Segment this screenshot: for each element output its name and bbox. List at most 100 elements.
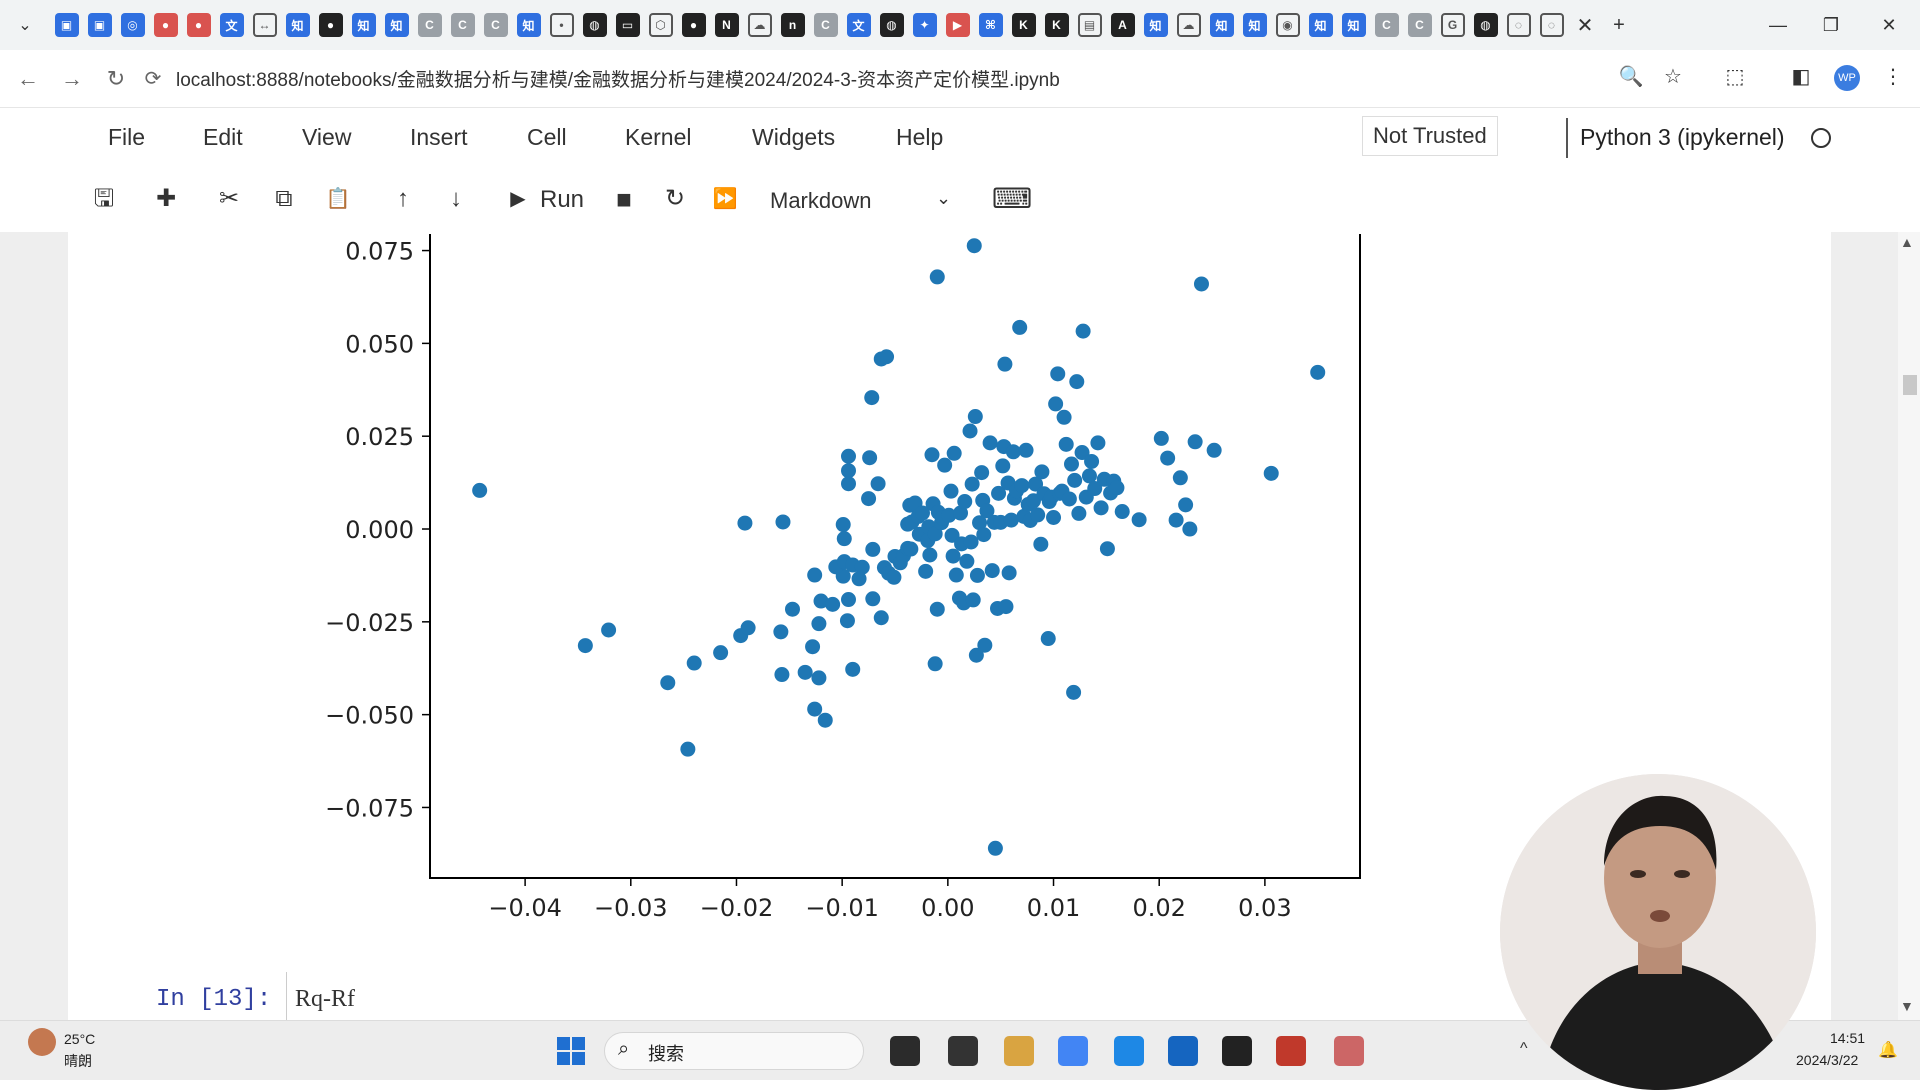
- back-icon[interactable]: ←: [17, 65, 39, 91]
- menu-kernel[interactable]: Kernel: [625, 124, 692, 150]
- insert-cell-icon[interactable]: ✚: [155, 185, 177, 212]
- zhihu-icon[interactable]: 知: [1341, 13, 1366, 37]
- extensions-icon[interactable]: ⬚: [1725, 66, 1745, 88]
- scrollbar-thumb[interactable]: [1903, 375, 1917, 395]
- forward-icon[interactable]: →: [61, 65, 83, 91]
- zhihu-icon[interactable]: 知: [1209, 13, 1234, 37]
- v-app-icon[interactable]: [1114, 1036, 1144, 1066]
- restart-icon[interactable]: ↻: [664, 185, 686, 212]
- tray-overflow-icon[interactable]: ^: [1520, 1040, 1528, 1057]
- cut-icon[interactable]: ✂: [218, 185, 240, 212]
- zhihu-icon[interactable]: 知: [1143, 13, 1168, 37]
- c-icon[interactable]: C: [483, 13, 508, 37]
- github-icon[interactable]: ●: [681, 13, 706, 37]
- dot-icon[interactable]: •: [549, 13, 574, 37]
- more-menu-icon[interactable]: ⋮: [1883, 66, 1903, 88]
- zhihu-icon[interactable]: 知: [384, 13, 409, 37]
- c-icon[interactable]: C: [450, 13, 475, 37]
- zhihu-icon[interactable]: 知: [1308, 13, 1333, 37]
- run-icon[interactable]: ▶: [510, 188, 526, 210]
- keyboard-icon[interactable]: ⌨: [992, 183, 1033, 214]
- window-close-button[interactable]: ✕: [1881, 15, 1897, 35]
- run-all-icon[interactable]: ⏩: [712, 188, 738, 210]
- move-down-icon[interactable]: ↓: [450, 185, 462, 212]
- stop-icon[interactable]: ■: [616, 184, 632, 214]
- globe-icon[interactable]: ◍: [879, 13, 904, 37]
- video-icon[interactable]: ▶: [945, 13, 970, 37]
- new-tab-button[interactable]: +: [1613, 13, 1625, 36]
- paste-icon[interactable]: 📋: [325, 188, 351, 210]
- terminal-icon[interactable]: [1222, 1036, 1252, 1066]
- clock-date[interactable]: 2024/3/22: [1796, 1052, 1859, 1068]
- bookmark-star-icon[interactable]: ☆: [1664, 66, 1682, 88]
- weather-temperature[interactable]: 25°C: [64, 1031, 96, 1047]
- k-icon[interactable]: K: [1044, 13, 1069, 37]
- kernel-name[interactable]: Python 3 (ipykernel): [1566, 118, 1797, 158]
- copy-icon[interactable]: ⧉: [275, 185, 293, 212]
- loading-icon[interactable]: ◌: [1506, 13, 1531, 37]
- chevron-down-icon[interactable]: ⌄: [936, 188, 952, 208]
- github-icon[interactable]: ●: [318, 13, 343, 37]
- menu-insert[interactable]: Insert: [410, 124, 468, 150]
- sync-icon[interactable]: ◎: [120, 13, 145, 37]
- cloud-icon[interactable]: ☁: [747, 13, 772, 37]
- menu-file[interactable]: File: [108, 124, 146, 150]
- terminal-window-icon[interactable]: [948, 1036, 978, 1066]
- clock-time[interactable]: 14:51: [1830, 1030, 1866, 1046]
- google-icon[interactable]: G: [1440, 13, 1465, 37]
- notion-icon[interactable]: N: [714, 13, 739, 37]
- zhihu-icon[interactable]: 知: [351, 13, 376, 37]
- weibo-icon[interactable]: ◉: [1275, 13, 1300, 37]
- restore-button[interactable]: ❐: [1822, 15, 1840, 35]
- wps-icon[interactable]: [1276, 1036, 1306, 1066]
- record-icon[interactable]: ●: [186, 13, 211, 37]
- tab-search-menu-icon[interactable]: ⌄: [18, 17, 32, 34]
- hexagon-icon[interactable]: ⬡: [648, 13, 673, 37]
- record-app-icon[interactable]: [1334, 1036, 1364, 1066]
- globe-icon[interactable]: ◍: [582, 13, 607, 37]
- zhihu-icon[interactable]: 知: [1242, 13, 1267, 37]
- menu-cell[interactable]: Cell: [527, 124, 567, 150]
- profile-avatar[interactable]: WP: [1834, 65, 1860, 91]
- menu-edit[interactable]: Edit: [203, 124, 243, 150]
- calendar-icon[interactable]: ▣: [87, 13, 112, 37]
- taskbar-search-box[interactable]: [604, 1032, 864, 1070]
- bilibili-icon[interactable]: ▭: [615, 13, 640, 37]
- chrome-icon[interactable]: [1058, 1036, 1088, 1066]
- code-cell[interactable]: Rq-Rf: [286, 972, 1786, 1020]
- notification-icon[interactable]: 🔔: [1878, 1042, 1898, 1059]
- move-up-icon[interactable]: ↑: [397, 185, 409, 212]
- side-panel-icon[interactable]: ◧: [1791, 66, 1811, 88]
- file-explorer-icon[interactable]: [890, 1036, 920, 1066]
- c-icon[interactable]: C: [1374, 13, 1399, 37]
- c-icon[interactable]: C: [813, 13, 838, 37]
- calendar-icon[interactable]: ▣: [54, 13, 79, 37]
- n-icon[interactable]: n: [780, 13, 805, 37]
- c-icon[interactable]: C: [1407, 13, 1432, 37]
- zoom-icon[interactable]: 🔍: [1618, 66, 1644, 88]
- menu-widgets[interactable]: Widgets: [752, 124, 836, 150]
- globe-icon[interactable]: ◍: [1473, 13, 1498, 37]
- windows-start-icon[interactable]: [556, 1036, 586, 1066]
- c-icon[interactable]: C: [417, 13, 442, 37]
- translate-icon[interactable]: 文: [219, 13, 244, 37]
- k-icon[interactable]: K: [1011, 13, 1036, 37]
- book-icon[interactable]: ▤: [1077, 13, 1102, 37]
- arrows-icon[interactable]: ↔: [252, 13, 277, 37]
- taskbar-search-label[interactable]: 搜索: [648, 1044, 684, 1064]
- star-icon[interactable]: ✦: [912, 13, 937, 37]
- menu-help[interactable]: Help: [896, 124, 944, 150]
- trust-indicator[interactable]: Not Trusted: [1362, 116, 1498, 156]
- zhihu-icon[interactable]: 知: [516, 13, 541, 37]
- zhihu-icon[interactable]: 知: [285, 13, 310, 37]
- weather-icon[interactable]: [28, 1028, 56, 1056]
- run-button[interactable]: Run: [540, 186, 585, 213]
- scrollbar[interactable]: [1898, 232, 1920, 1020]
- minimize-button[interactable]: —: [1769, 15, 1787, 35]
- site-info-icon[interactable]: ⟳: [144, 68, 162, 90]
- folder-icon[interactable]: [1004, 1036, 1034, 1066]
- weather-condition[interactable]: 晴朗: [64, 1053, 92, 1069]
- bookmark-app-icon[interactable]: [1168, 1036, 1198, 1066]
- close-tab-icon[interactable]: ✕: [1576, 14, 1594, 37]
- loading-icon[interactable]: ◌: [1539, 13, 1564, 37]
